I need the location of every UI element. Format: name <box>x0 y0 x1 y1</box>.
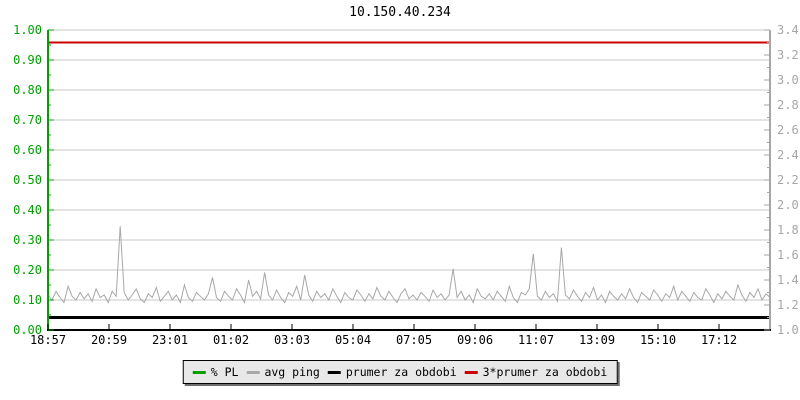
svg-text:2.2: 2.2 <box>777 173 799 187</box>
svg-text:0.00: 0.00 <box>13 323 42 337</box>
avg ping-line <box>47 226 771 305</box>
svg-text:11:07: 11:07 <box>518 333 554 347</box>
x-axis-ticks-labels: 18:57 20:59 23:01 01:02 03:03 05:04 07:05 09:06… <box>30 324 737 347</box>
svg-text:3.2: 3.2 <box>777 48 799 62</box>
svg-text:15:10: 15:10 <box>640 333 676 347</box>
legend-label-period-avg: prumer za obdobi <box>345 365 457 379</box>
svg-text:0.70: 0.70 <box>13 113 42 127</box>
svg-text:09:06: 09:06 <box>457 333 493 347</box>
svg-text:0.10: 0.10 <box>13 293 42 307</box>
series-lines <box>47 41 771 331</box>
svg-text:1.2: 1.2 <box>777 298 799 312</box>
svg-text:13:09: 13:09 <box>579 333 615 347</box>
svg-text:1.0: 1.0 <box>777 323 799 337</box>
svg-text:0.40: 0.40 <box>13 203 42 217</box>
svg-text:0.60: 0.60 <box>13 143 42 157</box>
svg-text:18:57: 18:57 <box>30 333 66 347</box>
svg-text:03:03: 03:03 <box>274 333 310 347</box>
svg-text:20:59: 20:59 <box>91 333 127 347</box>
svg-text:0.80: 0.80 <box>13 83 42 97</box>
legend-item-period-avg: prumer za obdobi <box>327 365 457 379</box>
legend: % PL avg ping prumer za obdobi 3*prumer … <box>182 360 618 384</box>
svg-text:2.6: 2.6 <box>777 123 799 137</box>
legend-label-avg-ping: avg ping <box>264 365 320 379</box>
right-axis-ticks-labels: 3.4 3.2 3.0 2.8 2.6 2.4 2.2 2.0 1.8 1.6 1.4 1.2 1.0 <box>764 23 799 337</box>
three-x-period-avg-series-swatch-icon <box>464 370 478 374</box>
svg-text:01:02: 01:02 <box>213 333 249 347</box>
svg-text:2.4: 2.4 <box>777 148 799 162</box>
svg-text:23:01: 23:01 <box>152 333 188 347</box>
svg-text:2.8: 2.8 <box>777 98 799 112</box>
svg-text:1.00: 1.00 <box>13 23 42 37</box>
svg-text:17:12: 17:12 <box>701 333 737 347</box>
period-avg-series-swatch-icon <box>327 370 341 374</box>
left-axis-ticks-labels: 1.00 0.90 0.80 0.70 0.60 0.50 0.40 0.30 0.20 0.10… <box>13 23 54 337</box>
svg-text:0.90: 0.90 <box>13 53 42 67</box>
legend-label-3x-period-avg: 3*prumer za obdobi <box>482 365 608 379</box>
pl-series-swatch-icon <box>192 370 206 374</box>
svg-text:3.4: 3.4 <box>777 23 799 37</box>
svg-text:07:05: 07:05 <box>396 333 432 347</box>
svg-text:0.50: 0.50 <box>13 173 42 187</box>
avg-ping-series-swatch-icon <box>246 370 260 374</box>
svg-text:1.8: 1.8 <box>777 223 799 237</box>
svg-text:1.4: 1.4 <box>777 273 799 287</box>
chart-title: 10.150.40.234 <box>349 5 451 20</box>
legend-item-pl: % PL <box>192 365 239 379</box>
svg-text:05:04: 05:04 <box>335 333 371 347</box>
svg-text:3.0: 3.0 <box>777 73 799 87</box>
legend-label-pl: % PL <box>210 365 239 379</box>
svg-text:0.30: 0.30 <box>13 233 42 247</box>
svg-text:0.20: 0.20 <box>13 263 42 277</box>
svg-text:2.0: 2.0 <box>777 198 799 212</box>
legend-item-avg-ping: avg ping <box>246 365 320 379</box>
svg-text:1.6: 1.6 <box>777 248 799 262</box>
gridlines <box>48 29 770 301</box>
legend-item-3x-period-avg: 3*prumer za obdobi <box>464 365 608 379</box>
